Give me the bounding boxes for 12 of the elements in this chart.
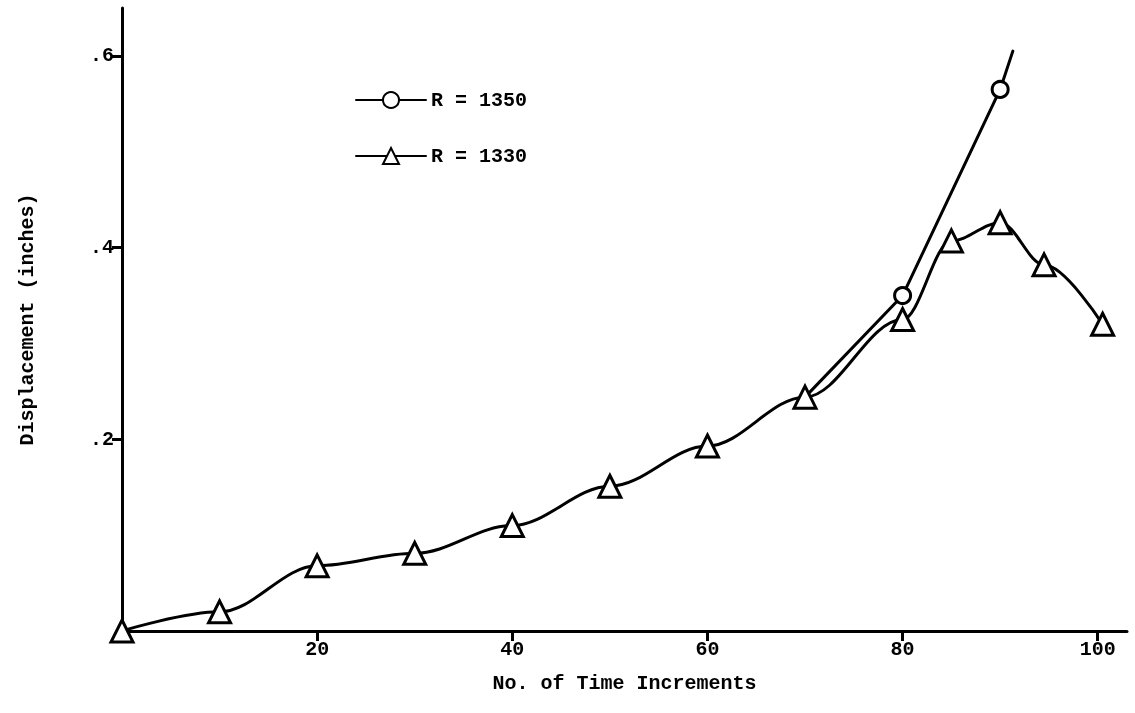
x-tick-label: 80 bbox=[890, 637, 915, 661]
y-tick-label: .4 bbox=[89, 236, 114, 260]
x-tick-label: 60 bbox=[695, 637, 720, 661]
legend-label: R = 1350 bbox=[431, 88, 528, 112]
y-axis-title: Displacement (inches) bbox=[15, 193, 39, 446]
legend-label: R = 1330 bbox=[431, 144, 528, 168]
x-tick-label: 20 bbox=[305, 637, 330, 661]
y-tick-label: .6 bbox=[89, 44, 114, 68]
x-tick-label: 40 bbox=[500, 637, 525, 661]
y-tick-label: .2 bbox=[89, 427, 114, 451]
x-axis-title: No. of Time Increments bbox=[492, 671, 757, 695]
x-tick-label: 100 bbox=[1079, 637, 1116, 661]
